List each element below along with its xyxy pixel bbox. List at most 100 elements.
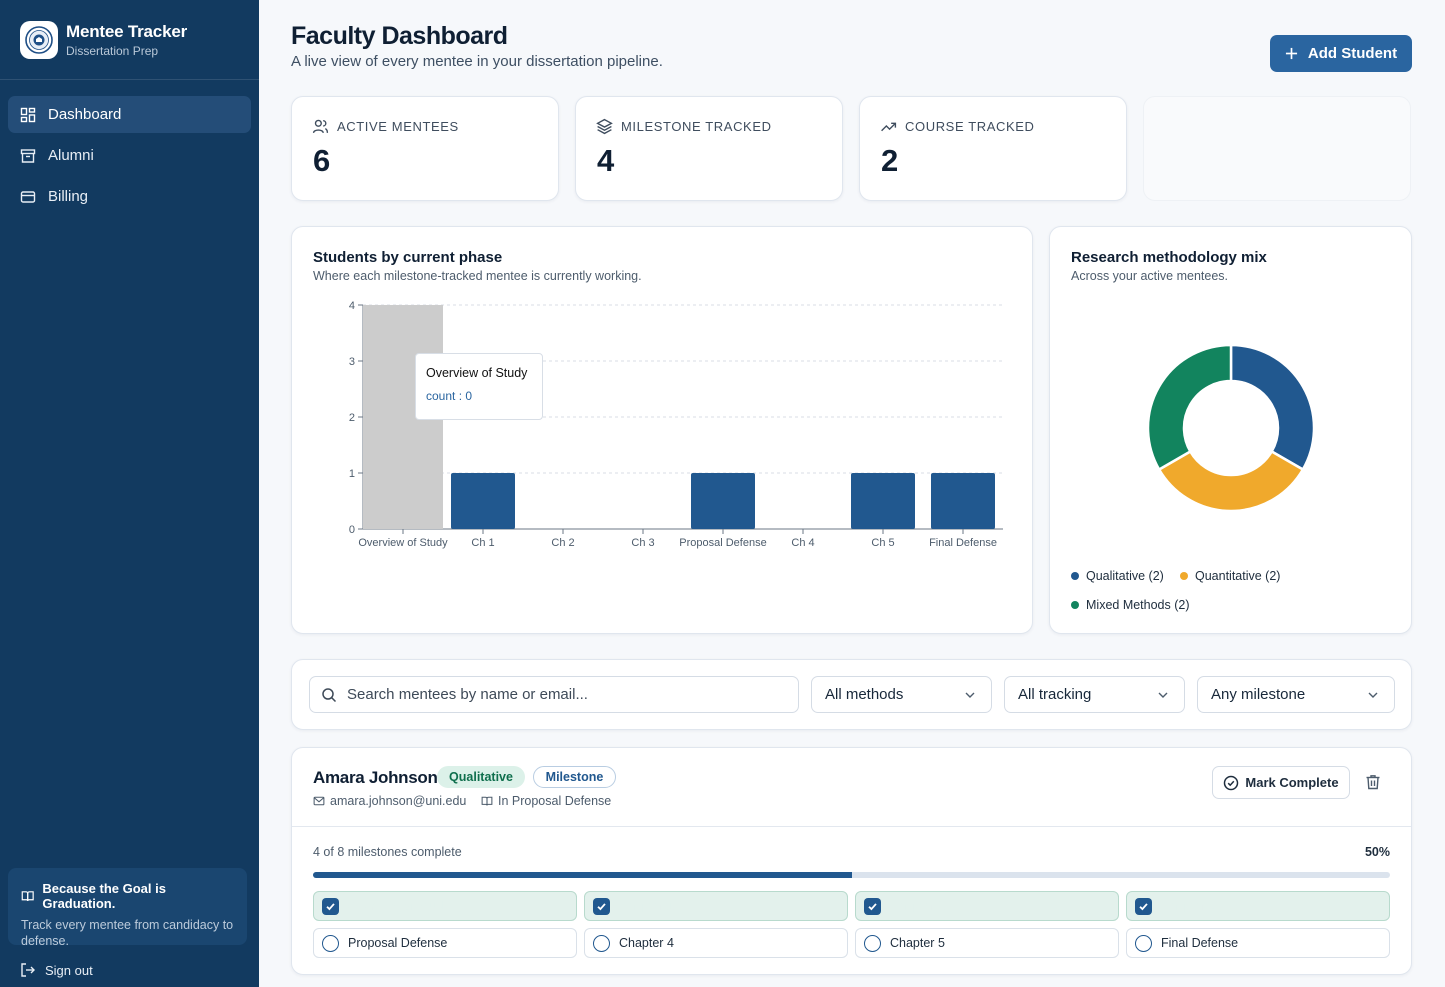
checkbox-empty-icon[interactable]	[593, 934, 610, 952]
milestone-item[interactable]: Chapter 5	[855, 928, 1119, 958]
app-subtitle: Dissertation Prep	[66, 43, 159, 58]
promo-card: Because the Goal is Graduation. Track ev…	[8, 868, 247, 948]
y-tick-label: 2	[349, 412, 355, 424]
milestone-item[interactable]: Final Defense	[1126, 928, 1390, 958]
promo-text: Track every mentee from candidacy to def…	[21, 918, 234, 948]
stat-label: ACTIVE MENTEES	[337, 119, 459, 134]
chart-tooltip: Overview of Study count : 0	[415, 353, 543, 420]
milestone-item[interactable]: Chapter 4	[584, 928, 848, 958]
sidebar-item-label: Dashboard	[48, 106, 122, 123]
progress-fill	[313, 872, 852, 878]
phase-chart-card: Students by current phase Where each mil…	[291, 226, 1033, 634]
brand: Mentee Tracker Dissertation Prep	[0, 0, 259, 80]
donut-slice	[1146, 343, 1233, 472]
milestone-item[interactable]: Chapter 3	[1126, 891, 1390, 921]
tracking-filter-value: All tracking	[1018, 686, 1092, 703]
y-tick-label: 3	[349, 356, 355, 368]
page-title: Faculty Dashboard	[291, 22, 508, 50]
progress-percent: 50%	[1364, 845, 1390, 859]
mark-complete-button[interactable]: Mark Complete	[1212, 766, 1350, 799]
sidebar-nav: Dashboard Alumni Billing	[0, 80, 259, 235]
legend-swatch	[1071, 601, 1079, 609]
milestone-label: Chapter 3	[1161, 899, 1216, 913]
stat-card-active-mentees: ACTIVE MENTEES 6	[291, 96, 559, 201]
milestone-filter-value: Any milestone	[1211, 686, 1306, 703]
check-circle-icon	[1224, 775, 1239, 790]
x-tick-label: Proposal Defense	[679, 537, 766, 549]
sign-out-label: Sign out	[45, 962, 93, 978]
stat-card-course-tracked: COURSE TRACKED 2	[859, 96, 1127, 201]
plus-icon	[1285, 47, 1297, 60]
student-card: Amara Johnson Qualitative Milestone amar…	[291, 747, 1412, 975]
tooltip-title: Overview of Study	[426, 366, 528, 380]
add-student-button[interactable]: Add Student	[1270, 35, 1412, 72]
x-tick-label: Ch 3	[631, 537, 654, 549]
search-input[interactable]: Search mentees by name or email...	[309, 676, 799, 713]
email-text: amara.johnson@uni.edu	[330, 794, 467, 808]
milestone-label: Chapter 4	[619, 936, 674, 950]
methodology-donut-chart	[1146, 343, 1316, 513]
tracking-filter-select[interactable]: All tracking	[1004, 676, 1185, 713]
sidebar-item-label: Alumni	[48, 147, 94, 164]
method-filter-select[interactable]: All methods	[811, 676, 992, 713]
book-open-icon	[21, 891, 34, 902]
university-seal-logo	[20, 20, 58, 59]
filter-bar: Search mentees by name or email... All m…	[291, 659, 1412, 730]
phase-text: In Proposal Defense	[498, 794, 612, 808]
milestone-item[interactable]: Chapter 1	[584, 891, 848, 921]
methodology-chart-card: Research methodology mix Across your act…	[1049, 226, 1412, 634]
legend-item-mixed-methods: Mixed Methods (2)	[1071, 598, 1190, 612]
layers-icon	[596, 118, 613, 135]
milestone-label: Final Defense	[1161, 936, 1239, 950]
milestone-item[interactable]: Chapter 2	[855, 891, 1119, 921]
log-out-icon	[21, 963, 35, 977]
sign-out-button[interactable]: Sign out	[20, 962, 93, 978]
bar	[931, 473, 995, 529]
add-student-label: Add Student	[1307, 45, 1398, 62]
y-tick-label: 1	[349, 468, 355, 480]
student-phase: In Proposal Defense	[481, 794, 611, 808]
donut-slice	[1157, 449, 1305, 513]
student-name: Amara Johnson	[313, 768, 438, 787]
mark-complete-label: Mark Complete	[1245, 775, 1339, 790]
method-badge: Qualitative	[437, 766, 525, 788]
milestone-filter-select[interactable]: Any milestone	[1197, 676, 1395, 713]
milestone-label: Chapter 5	[890, 936, 945, 950]
archive-icon	[20, 148, 36, 163]
bar	[451, 473, 515, 529]
checkbox-empty-icon[interactable]	[322, 934, 339, 952]
sidebar-item-billing[interactable]: Billing	[8, 178, 251, 215]
main-content: Faculty Dashboard A live view of every m…	[259, 0, 1445, 987]
sidebar-item-alumni[interactable]: Alumni	[8, 137, 251, 174]
app-name: Mentee Tracker	[66, 21, 187, 41]
legend-item-qualitative: Qualitative (2)	[1071, 569, 1164, 583]
y-tick-label: 0	[349, 524, 355, 536]
stat-card-milestone-tracked: MILESTONE TRACKED 4	[575, 96, 843, 201]
legend-swatch	[1180, 572, 1188, 580]
milestone-item[interactable]: Proposal Defense	[313, 928, 577, 958]
checkbox-empty-icon[interactable]	[864, 934, 881, 952]
chart-title: Research methodology mix	[1071, 249, 1267, 266]
sidebar-item-dashboard[interactable]: Dashboard	[8, 96, 251, 133]
legend-label: Quantitative (2)	[1195, 569, 1281, 583]
sidebar-item-label: Billing	[48, 188, 89, 205]
checkbox-checked-icon[interactable]	[864, 897, 881, 915]
credit-card-icon	[20, 190, 36, 203]
dashboard-icon	[20, 107, 36, 122]
delete-student-button[interactable]	[1365, 774, 1381, 795]
mail-icon	[313, 796, 325, 806]
checkbox-checked-icon[interactable]	[1135, 897, 1152, 915]
checkbox-checked-icon[interactable]	[322, 897, 339, 915]
trending-up-icon	[881, 122, 897, 132]
card-divider	[292, 826, 1411, 827]
checkbox-checked-icon[interactable]	[593, 897, 610, 915]
milestone-item[interactable]: Overview of Study	[313, 891, 577, 921]
bar	[691, 473, 755, 529]
stat-label: MILESTONE TRACKED	[621, 119, 772, 134]
checkbox-empty-icon[interactable]	[1135, 934, 1152, 952]
tracking-badge: Milestone	[533, 766, 616, 788]
stat-label: COURSE TRACKED	[905, 119, 1035, 134]
phase-bar-chart: 0 1 2 3 4 Overview of Study Ch 1 Ch 2 Ch 3 Propos…	[349, 300, 1003, 549]
x-tick-label: Overview of Study	[358, 537, 448, 549]
stat-value: 4	[597, 143, 615, 178]
